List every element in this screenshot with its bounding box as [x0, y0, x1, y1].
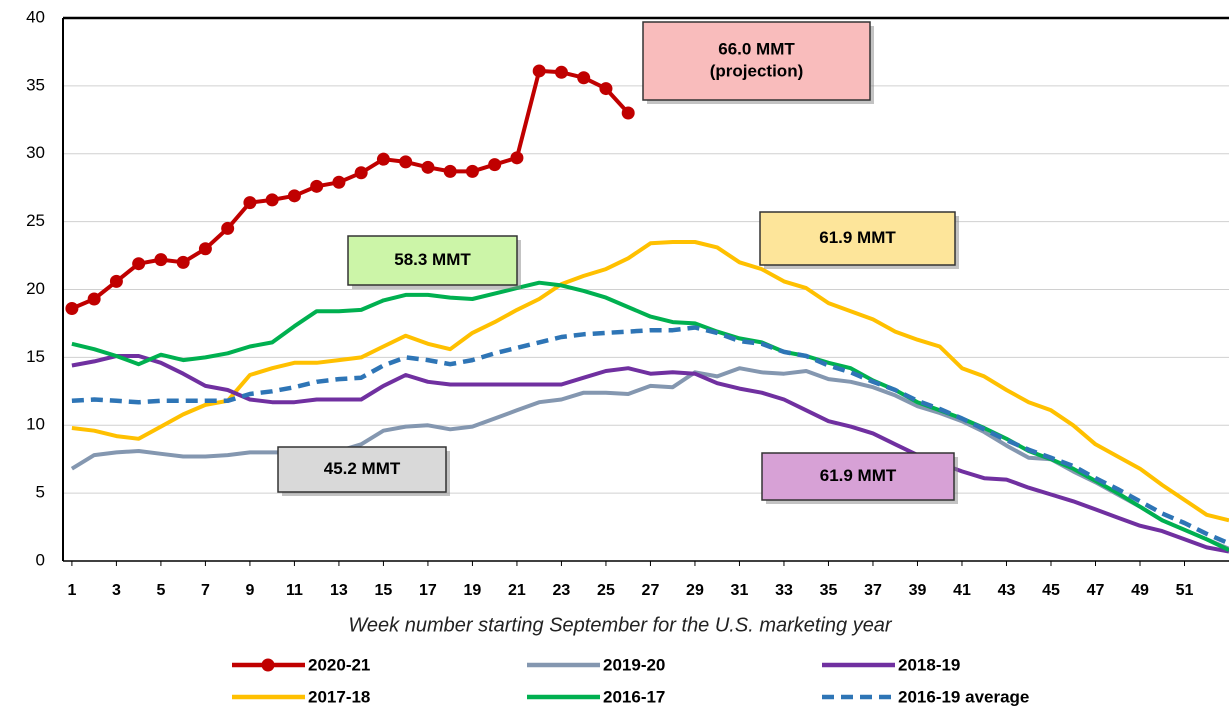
annotation-text: 61.9 MMT — [819, 228, 896, 247]
annotation-text: (projection) — [710, 61, 804, 80]
data-point — [421, 160, 435, 174]
data-point — [443, 164, 457, 178]
series-line — [71, 354, 1229, 554]
data-point — [109, 274, 123, 288]
x-tick-label: 9 — [245, 582, 254, 599]
data-point — [176, 255, 190, 269]
data-point — [243, 196, 257, 210]
data-point — [154, 253, 168, 267]
legend-label: 2016-17 — [603, 687, 665, 706]
x-tick-label: 29 — [686, 582, 704, 599]
annotation-box — [347, 235, 518, 286]
x-tick-label: 17 — [419, 582, 437, 599]
y-tick-label: 35 — [26, 75, 45, 94]
series-line — [70, 366, 1229, 551]
legend-label: 2019-20 — [603, 655, 665, 674]
x-tick-label: 21 — [508, 582, 526, 599]
x-tick-label: 11 — [286, 582, 303, 599]
x-tick-label: 43 — [998, 582, 1016, 599]
y-tick-label: 0 — [36, 550, 45, 569]
x-tick-label: 23 — [553, 582, 571, 599]
x-tick-label: 49 — [1131, 582, 1149, 599]
x-tick-label: 1 — [67, 582, 76, 599]
legend-label: 2018-19 — [898, 655, 960, 674]
x-tick-label: 7 — [201, 582, 210, 599]
data-point — [376, 152, 390, 166]
annotation: 61.9 MMT — [761, 452, 958, 504]
x-tick-label: 27 — [642, 582, 660, 599]
legend-label: 2016-19 average — [898, 687, 1029, 706]
annotation-text: 45.2 MMT — [324, 459, 401, 478]
x-tick-label: 37 — [864, 582, 882, 599]
x-tick-label: 51 — [1176, 582, 1194, 599]
legend-label: 2017-18 — [308, 687, 370, 706]
annotation-box — [277, 446, 447, 493]
data-point — [198, 242, 212, 256]
series-line — [71, 325, 1229, 546]
data-point — [87, 292, 101, 306]
data-point — [465, 164, 479, 178]
y-tick-label: 20 — [26, 279, 45, 298]
annotation-text: 66.0 MMT — [718, 39, 795, 58]
data-point — [532, 64, 546, 78]
data-point — [265, 193, 279, 207]
series-line — [71, 280, 1229, 552]
y-tick-label: 30 — [26, 143, 45, 162]
annotation: 66.0 MMT (projection) — [642, 21, 874, 104]
legend-label: 2020-21 — [308, 655, 370, 674]
data-point — [510, 151, 524, 165]
annotation: 58.3 MMT — [347, 235, 521, 289]
data-point — [577, 71, 591, 85]
data-point — [287, 189, 301, 203]
data-point — [332, 175, 346, 189]
x-tick-label: 3 — [112, 582, 121, 599]
x-tick-label: 19 — [464, 582, 482, 599]
annotation-box — [642, 21, 871, 101]
data-point — [132, 257, 146, 271]
data-point — [599, 82, 613, 96]
x-tick-label: 45 — [1042, 582, 1060, 599]
data-point — [310, 179, 324, 193]
x-tick-label: 41 — [953, 582, 971, 599]
data-point — [221, 221, 235, 235]
data-point — [399, 155, 413, 169]
annotation-text: 58.3 MMT — [394, 250, 471, 269]
y-tick-label: 10 — [26, 415, 45, 434]
x-tick-label: 15 — [375, 582, 393, 599]
annotation: 61.9 MMT — [759, 211, 959, 269]
x-tick-label: 31 — [731, 582, 749, 599]
annotation-box — [761, 452, 955, 501]
data-point — [65, 302, 79, 316]
annotation: 45.2 MMT — [277, 446, 450, 496]
annotation-box — [759, 211, 956, 266]
annotation-text: 61.9 MMT — [820, 466, 897, 485]
x-tick-label: 5 — [156, 582, 165, 599]
y-tick-label: 5 — [36, 483, 45, 502]
x-tick-label: 47 — [1087, 582, 1105, 599]
data-point — [354, 166, 368, 180]
data-point — [488, 158, 502, 172]
x-tick-label: 35 — [820, 582, 838, 599]
x-tick-label: 33 — [775, 582, 793, 599]
x-tick-label: 39 — [909, 582, 927, 599]
x-tick-label: 25 — [597, 582, 615, 599]
legend-marker — [261, 658, 275, 672]
y-tick-label: 25 — [26, 211, 45, 230]
y-tick-label: 40 — [26, 7, 45, 26]
y-tick-label: 15 — [26, 347, 45, 366]
x-axis-label: Week number starting September for the U… — [348, 614, 893, 636]
data-point — [554, 65, 568, 79]
data-point — [621, 106, 635, 120]
series-line — [71, 240, 1229, 523]
x-tick-label: 13 — [330, 582, 348, 599]
